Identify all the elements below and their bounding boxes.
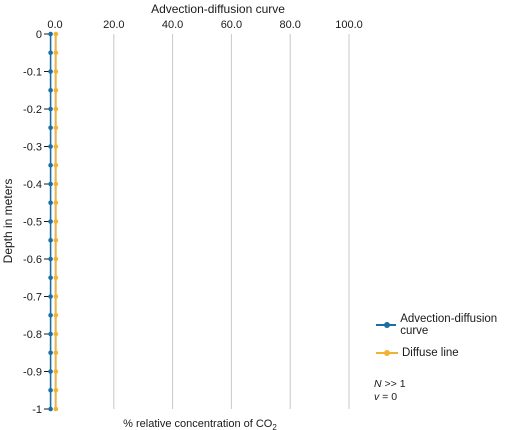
y-tick-label: -0.8 <box>23 329 42 341</box>
legend-swatch-diffuse <box>376 348 398 358</box>
data-point-advection <box>48 50 53 56</box>
x-tick-label: 0.0 <box>47 19 62 31</box>
data-point-diffuse <box>53 387 59 393</box>
data-point-advection <box>48 387 53 393</box>
data-point-diffuse <box>53 144 59 149</box>
data-point-advection <box>48 125 53 131</box>
y-tick-label: -0.3 <box>23 142 42 154</box>
y-tick-label: -0.7 <box>23 292 42 304</box>
legend-item-diffuse[interactable]: Diffuse line <box>376 342 518 364</box>
data-point-diffuse <box>53 106 59 112</box>
data-point-advection <box>48 106 53 112</box>
data-point-advection <box>48 31 53 37</box>
x-axis-label: % relative concentration of CO2 <box>123 418 277 430</box>
data-point-diffuse <box>53 31 59 37</box>
data-point-diffuse <box>53 200 59 206</box>
legend-swatch-advection <box>376 320 397 330</box>
data-point-diffuse <box>53 50 59 56</box>
data-point-advection <box>48 406 53 412</box>
y-tick-label: -0.4 <box>23 179 42 191</box>
note-line-v: v = 0 <box>374 391 406 404</box>
x-tick-label: 80.0 <box>279 19 300 31</box>
data-point-advection <box>48 369 53 374</box>
parameter-note: N >> 1 v = 0 <box>374 378 406 404</box>
data-point-advection <box>48 144 53 149</box>
data-point-diffuse <box>53 369 59 374</box>
data-point-diffuse <box>53 275 59 281</box>
data-point-advection <box>48 312 53 318</box>
data-point-diffuse <box>53 312 59 318</box>
data-point-advection <box>48 162 53 168</box>
data-point-advection <box>48 275 53 281</box>
data-point-diffuse <box>53 256 59 262</box>
y-tick-label: -0.1 <box>23 67 42 79</box>
data-point-advection <box>48 69 53 74</box>
legend-label-diffuse: Diffuse line <box>402 347 459 359</box>
y-tick-label: -1 <box>32 404 42 416</box>
data-point-diffuse <box>53 406 59 412</box>
legend-label-advection: Advection-diffusion curve <box>400 313 498 337</box>
data-point-advection <box>48 200 53 206</box>
data-point-diffuse <box>53 219 59 224</box>
note-line-n: N >> 1 <box>374 378 406 391</box>
data-point-diffuse <box>53 69 59 74</box>
data-point-advection <box>48 87 53 93</box>
x-tick-label: 20.0 <box>103 19 124 31</box>
y-axis-label: Depth in meters <box>1 179 15 264</box>
x-axis-label-subscript: 2 <box>272 423 277 430</box>
data-point-advection <box>48 294 53 299</box>
data-point-diffuse <box>53 181 59 187</box>
data-point-advection <box>48 350 53 356</box>
data-point-advection <box>48 181 53 187</box>
data-point-diffuse <box>53 125 59 131</box>
data-point-diffuse <box>53 162 59 168</box>
note-var-v: v <box>374 391 380 403</box>
y-tick-label: -0.9 <box>23 367 42 379</box>
data-point-advection <box>48 219 53 224</box>
x-axis-label-main: % relative concentration of CO <box>123 418 273 430</box>
x-tick-label: 60.0 <box>221 19 242 31</box>
data-point-diffuse <box>53 87 59 93</box>
data-point-diffuse <box>53 237 59 243</box>
x-tick-label: 100.0 <box>335 19 363 31</box>
data-point-diffuse <box>53 331 59 337</box>
y-tick-label: -0.6 <box>23 254 42 266</box>
note-rest-v: = 0 <box>379 391 398 403</box>
data-point-advection <box>48 256 53 262</box>
chart-title: Advection-diffusion curve <box>151 2 285 16</box>
data-point-advection <box>48 237 53 243</box>
gridlines <box>44 33 350 410</box>
y-tick-label: 0 <box>36 29 42 41</box>
note-var-n: N <box>374 378 382 390</box>
legend: Advection-diffusion curve Diffuse line <box>376 313 518 370</box>
y-tick-label: -0.2 <box>23 104 42 116</box>
series-layer <box>48 31 59 412</box>
data-point-diffuse <box>53 294 59 299</box>
x-tick-label: 40.0 <box>162 19 183 31</box>
legend-item-advection[interactable]: Advection-diffusion curve <box>376 313 518 337</box>
y-tick-label: -0.5 <box>23 217 42 229</box>
data-point-diffuse <box>53 350 59 356</box>
tick-labels: 0.0 20.0 40.0 60.0 80.0 100.0 0 -0.1 -0.2 -0.3 -0.… <box>23 19 363 416</box>
data-point-advection <box>48 331 53 337</box>
note-rest-n: >> 1 <box>381 378 406 390</box>
